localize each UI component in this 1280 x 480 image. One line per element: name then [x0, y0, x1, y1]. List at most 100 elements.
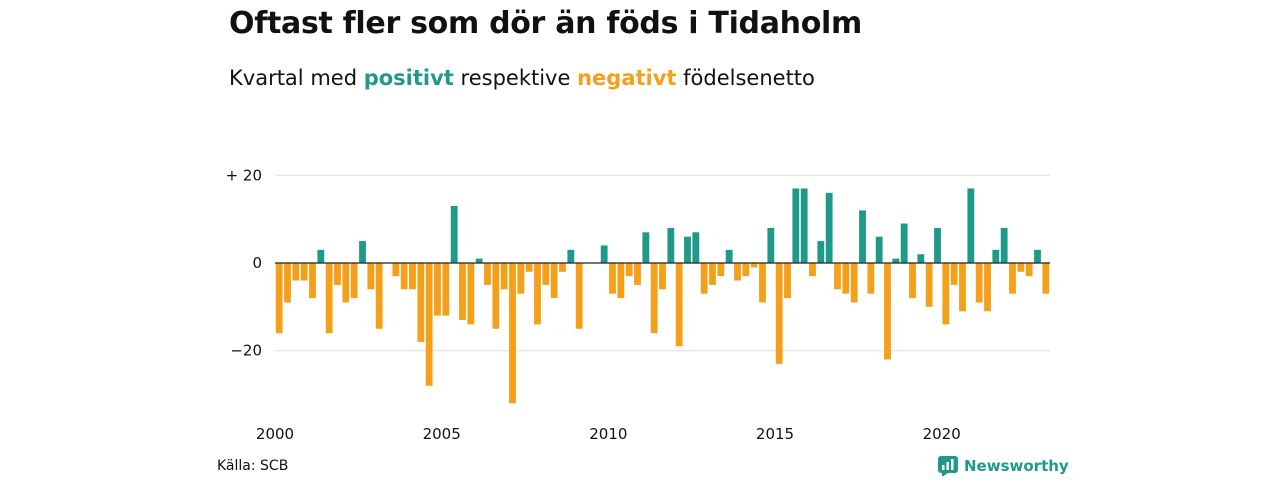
bar: [892, 258, 900, 263]
bar: [1034, 249, 1041, 263]
bar: [575, 263, 583, 329]
source-note: Källa: SCB: [217, 458, 289, 474]
bar: [484, 263, 491, 285]
brand-name: Newsworthy: [964, 457, 1069, 475]
bar: [342, 263, 350, 303]
bar: [1042, 263, 1050, 294]
bar: [500, 263, 508, 290]
bar: [850, 263, 858, 303]
bar: [534, 263, 541, 325]
bar: [950, 263, 958, 285]
bar: [825, 192, 833, 263]
bar: [975, 263, 983, 303]
bar: [525, 263, 533, 272]
bar: [650, 263, 658, 334]
bar: [775, 263, 783, 364]
x-tick-label: 2000: [256, 425, 294, 443]
bar: [275, 263, 283, 334]
bar: [884, 263, 891, 360]
brand-logo: Newsworthy: [938, 456, 1069, 476]
bar: [617, 263, 625, 299]
bar: [459, 263, 466, 321]
bar: [359, 241, 366, 263]
x-tick-label: 2015: [756, 425, 794, 443]
bar: [942, 263, 950, 325]
bar: [409, 263, 416, 290]
bar: [917, 254, 925, 263]
bar: [717, 263, 725, 277]
subtitle-suffix: födelsenetto: [683, 66, 815, 90]
bar: [567, 249, 575, 263]
bar: [1000, 227, 1008, 263]
bar: [692, 232, 700, 263]
y-tick-label: −20: [230, 342, 262, 360]
bar: [784, 263, 791, 299]
bar: [317, 249, 325, 263]
bar: [700, 263, 708, 294]
bar: [984, 263, 991, 312]
bar: [300, 263, 308, 281]
bar: [759, 263, 766, 303]
bar: [284, 263, 291, 303]
bar: [842, 263, 850, 294]
x-tick-label: 2005: [423, 425, 461, 443]
chart-subtitle: Kvartal med positivt respektive negativt…: [229, 66, 815, 90]
bar: [634, 263, 641, 285]
subtitle-prefix: Kvartal med: [229, 66, 358, 90]
bar: [809, 263, 816, 277]
bar: [392, 263, 400, 277]
subtitle-positive: positivt: [363, 66, 454, 90]
bar: [659, 263, 666, 290]
subtitle-negative: negativt: [577, 66, 677, 90]
bar: [509, 263, 516, 404]
bar: [867, 263, 875, 294]
bar: [750, 263, 758, 268]
bar: [742, 263, 750, 277]
bar: [667, 227, 675, 263]
bar: [967, 188, 975, 263]
bar: [1025, 263, 1033, 277]
x-tick-label: 2020: [923, 425, 961, 443]
bar: [375, 263, 383, 329]
bar: [684, 236, 691, 263]
bar: [734, 263, 741, 281]
bar: [475, 258, 483, 263]
chart-title: Oftast fler som dör än föds i Tidaholm: [229, 6, 862, 41]
bar: [467, 263, 475, 325]
x-tick-label: 2010: [589, 425, 627, 443]
bar: [442, 263, 450, 316]
bar: [725, 249, 733, 263]
bar: [642, 232, 650, 263]
bar: [542, 263, 550, 285]
bar: [767, 227, 775, 263]
bar: [425, 263, 433, 386]
bar: [309, 263, 316, 299]
bar: [1009, 263, 1016, 294]
bar: [600, 245, 608, 263]
bar: [450, 205, 458, 263]
bar: [934, 227, 941, 263]
bar: [925, 263, 933, 307]
y-tick-label: 0: [252, 254, 262, 272]
bar: [559, 263, 566, 272]
bar: [625, 263, 633, 277]
bar: [675, 263, 683, 347]
bar: [834, 263, 841, 290]
bar: [367, 263, 375, 290]
bar: [800, 188, 808, 263]
bar: [434, 263, 441, 316]
bar: [792, 188, 800, 263]
bar: [992, 249, 1000, 263]
bar: [417, 263, 425, 342]
bar: [325, 263, 333, 334]
bar: [550, 263, 558, 299]
bar: [609, 263, 616, 294]
bar: [875, 236, 883, 263]
bar: [959, 263, 966, 312]
bar: [1017, 263, 1025, 272]
bar: [900, 223, 908, 263]
bar: [400, 263, 408, 290]
y-tick-label: + 20: [226, 166, 262, 184]
bar: [817, 241, 825, 263]
